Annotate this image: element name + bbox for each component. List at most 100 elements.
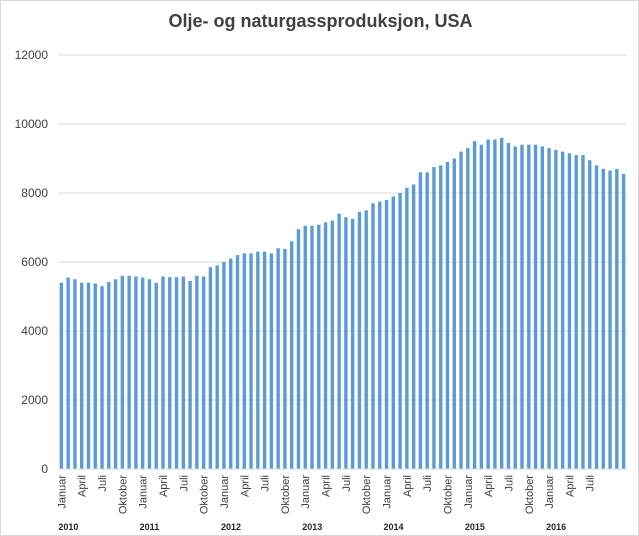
- bar: [439, 165, 443, 469]
- x-tick-label: April: [321, 475, 333, 497]
- bar: [134, 276, 138, 469]
- year-label: 2015: [465, 522, 485, 532]
- y-tick-label: 12000: [15, 48, 49, 62]
- x-tick-label: Januar: [463, 475, 475, 509]
- bar: [445, 161, 450, 469]
- x-tick-label: Januar: [219, 475, 231, 509]
- bar: [560, 151, 565, 469]
- bar: [486, 139, 490, 469]
- bar: [371, 203, 375, 469]
- bar: [581, 155, 585, 470]
- bar: [520, 144, 524, 469]
- bar: [181, 276, 186, 469]
- x-tick-label: Juli: [341, 475, 353, 492]
- x-tick-label: April: [483, 475, 495, 497]
- y-tick-label: 0: [41, 462, 48, 476]
- x-tick-label: April: [402, 475, 414, 497]
- bar: [188, 280, 192, 469]
- x-tick-label: April: [564, 475, 576, 497]
- bar: [337, 213, 341, 469]
- bar: [378, 201, 382, 469]
- bar: [140, 277, 145, 469]
- bar: [208, 267, 213, 469]
- bar: [391, 196, 395, 469]
- y-tick-label: 4000: [21, 324, 48, 338]
- bar: [432, 167, 436, 469]
- y-tick-label: 6000: [21, 255, 48, 269]
- bar: [344, 217, 348, 469]
- bar: [513, 146, 517, 470]
- bar: [425, 172, 429, 470]
- x-tick-label: Januar: [56, 475, 68, 509]
- bar: [418, 172, 423, 470]
- x-tick-label: Juli: [503, 475, 515, 492]
- x-tick-label: Juli: [422, 475, 434, 492]
- bar: [66, 277, 70, 469]
- bar: [113, 279, 118, 469]
- bar: [276, 248, 280, 469]
- year-label: 2016: [546, 522, 566, 532]
- bar: [222, 262, 226, 469]
- bar: [452, 158, 456, 469]
- bar: [621, 174, 626, 469]
- x-tick-label: April: [158, 475, 170, 497]
- bar: [608, 170, 612, 469]
- x-axis-ticks: Januar April Juli Oktober Januar April Juli Okt…: [56, 475, 596, 514]
- x-tick-label: Januar: [382, 475, 394, 509]
- bar: [411, 184, 416, 469]
- bar: [296, 229, 301, 469]
- bar: [147, 279, 152, 469]
- bar: [80, 282, 84, 469]
- bar: [533, 144, 538, 469]
- bar: [506, 142, 511, 469]
- bar: [161, 276, 165, 469]
- year-label: 2012: [221, 522, 241, 532]
- bars: [59, 137, 626, 470]
- x-tick-label: Juli: [178, 475, 190, 492]
- y-tick-label: 8000: [21, 186, 48, 200]
- bar: [100, 286, 104, 469]
- x-tick-label: April: [239, 475, 251, 497]
- x-tick-label: Oktober: [361, 475, 373, 514]
- bar: [499, 137, 504, 470]
- bar: [215, 265, 219, 469]
- bar: [242, 253, 246, 469]
- bar: [269, 253, 274, 469]
- y-axis-ticks: 0 2000 4000 6000 8000 10000 12000: [15, 48, 49, 476]
- bar: [540, 146, 545, 470]
- bar: [384, 199, 389, 469]
- x-tick-label: Juli: [260, 475, 272, 492]
- bar: [201, 276, 206, 469]
- year-label: 2014: [384, 522, 404, 532]
- bar: [262, 251, 267, 469]
- bar: [554, 149, 558, 469]
- bar: [154, 282, 158, 469]
- bar: [310, 225, 314, 469]
- bar: [174, 277, 179, 469]
- bar: [479, 144, 484, 469]
- bar: [235, 255, 240, 469]
- bar: [547, 148, 551, 469]
- bar: [567, 153, 572, 469]
- year-label: 2013: [302, 522, 322, 532]
- year-label: 2010: [58, 522, 78, 532]
- bar: [405, 187, 409, 469]
- x-tick-label: Oktober: [199, 475, 211, 514]
- x-tick-label: Oktober: [117, 475, 129, 514]
- bar: [249, 253, 253, 469]
- bar: [472, 141, 477, 469]
- x-tick-label: Januar: [138, 475, 150, 509]
- bar: [283, 248, 287, 469]
- bar: [588, 160, 592, 469]
- chart-title: Olje- og naturgassproduksjon, USA: [168, 11, 473, 31]
- bar: [459, 151, 463, 469]
- bar: [398, 193, 402, 469]
- x-tick-label: Juli: [585, 475, 597, 492]
- y-tick-label: 10000: [15, 117, 49, 131]
- bar: [120, 275, 125, 469]
- bar: [466, 148, 470, 469]
- bar: [601, 168, 605, 469]
- bar: [527, 144, 531, 469]
- x-tick-label: Juli: [97, 475, 109, 492]
